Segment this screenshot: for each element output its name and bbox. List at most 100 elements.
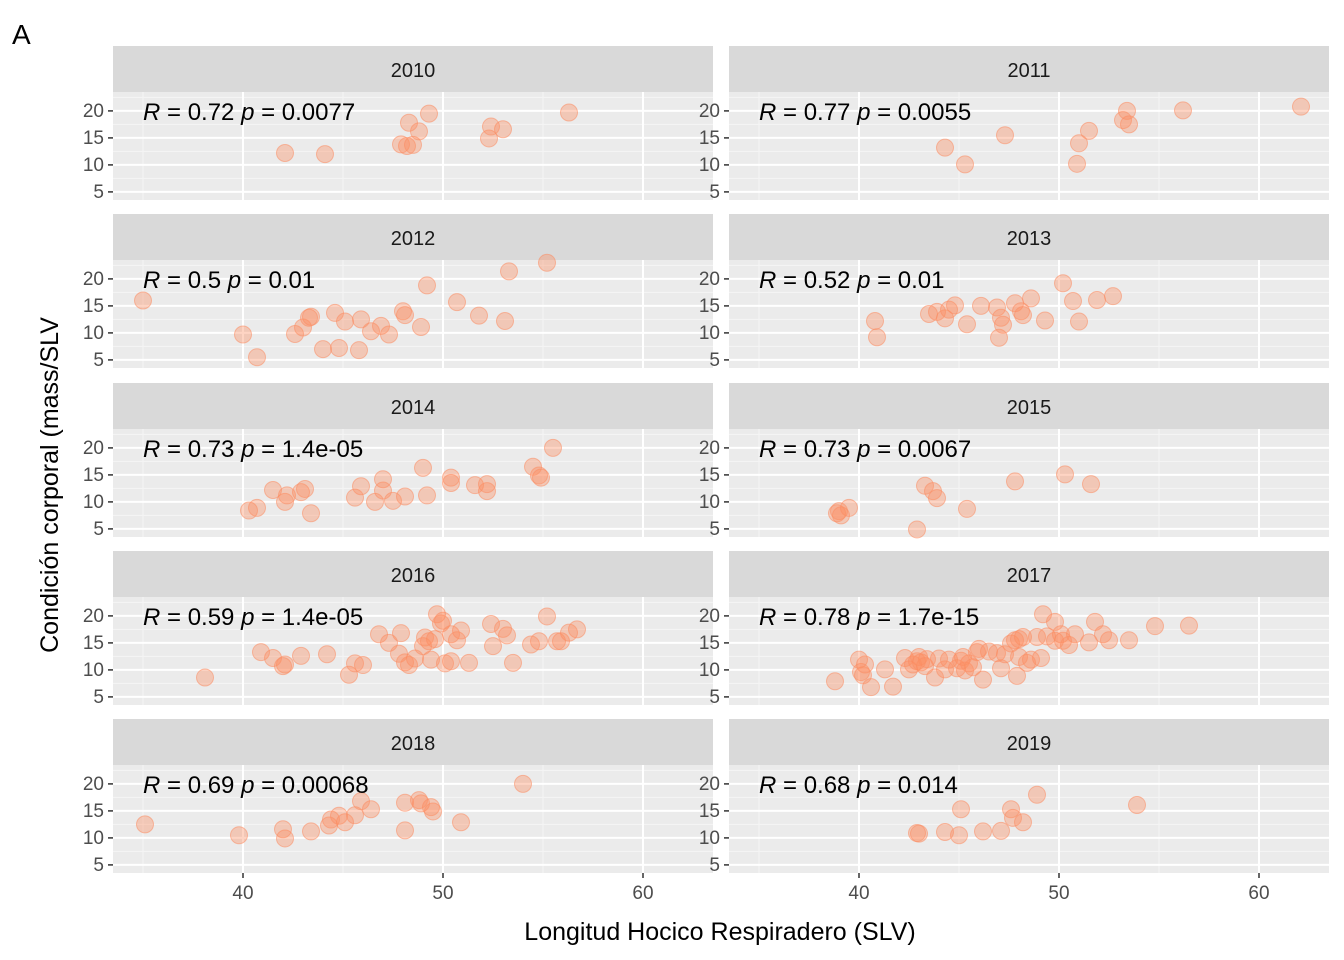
data-point xyxy=(538,253,556,272)
data-point xyxy=(946,296,964,315)
facet-strip-label: 2015 xyxy=(1007,397,1052,419)
data-point xyxy=(930,649,948,668)
data-point xyxy=(498,626,516,645)
data-point xyxy=(318,645,336,664)
data-point xyxy=(876,660,894,679)
correlation-annotation: R = 0.77 p = 0.0055 xyxy=(759,99,971,126)
data-point xyxy=(1056,465,1074,484)
y-tick-label: 15 xyxy=(83,633,104,654)
data-point xyxy=(420,104,438,123)
data-point xyxy=(404,135,422,154)
data-point xyxy=(418,276,436,295)
data-point xyxy=(396,487,414,506)
data-point xyxy=(346,488,364,507)
data-point xyxy=(422,650,440,669)
correlation-annotation: R = 0.69 p = 0.00068 xyxy=(143,772,369,799)
data-point xyxy=(958,499,976,518)
facet-strip-label: 2012 xyxy=(391,228,436,250)
data-point xyxy=(354,656,372,675)
y-tick-label: 5 xyxy=(93,182,104,203)
correlation-annotation: R = 0.68 p = 0.014 xyxy=(759,772,958,799)
y-tick-label: 15 xyxy=(699,128,720,149)
y-tick-label: 10 xyxy=(83,323,104,344)
y-tick-label: 5 xyxy=(93,855,104,876)
y-tick-label: 10 xyxy=(83,155,104,176)
facet-strip xyxy=(729,551,1329,597)
data-point xyxy=(1028,627,1046,646)
y-tick-label: 20 xyxy=(699,269,720,290)
data-point xyxy=(442,474,460,492)
data-point xyxy=(970,639,988,658)
data-point xyxy=(992,821,1010,840)
data-point xyxy=(478,482,496,501)
data-point xyxy=(350,341,368,360)
data-point xyxy=(1100,631,1118,650)
y-tick-label: 15 xyxy=(83,128,104,149)
y-tick-label: 20 xyxy=(699,606,720,627)
y-tick-label: 20 xyxy=(83,269,104,290)
data-point xyxy=(380,325,398,344)
y-tick-label: 5 xyxy=(93,519,104,540)
y-tick-label: 15 xyxy=(83,465,104,486)
data-point xyxy=(972,296,990,315)
data-point xyxy=(248,348,266,367)
data-point xyxy=(988,298,1006,317)
data-point xyxy=(302,504,320,523)
facet-panel-2017: 2017 5 10 15 20 R = 0.78 p = 1.7e-15 xyxy=(699,551,1329,708)
facet-strip xyxy=(113,214,713,260)
facet-strip-label: 2018 xyxy=(391,733,436,755)
data-point xyxy=(868,328,886,347)
data-point xyxy=(248,498,266,517)
facet-panel-2012: 2012 5 10 15 20 R = 0.5 p = 0.01 xyxy=(83,214,713,371)
data-point xyxy=(424,802,442,821)
correlation-annotation: R = 0.59 p = 1.4e-05 xyxy=(143,604,363,631)
data-point xyxy=(530,632,548,651)
y-tick-label: 5 xyxy=(709,182,720,203)
data-point xyxy=(996,126,1014,145)
data-point xyxy=(480,129,498,148)
data-point xyxy=(398,137,416,155)
y-tick-label: 10 xyxy=(83,828,104,849)
y-tick-label: 5 xyxy=(709,350,720,371)
data-point xyxy=(910,824,928,843)
data-point xyxy=(478,475,496,494)
data-point xyxy=(994,315,1012,334)
data-point xyxy=(884,677,902,696)
x-tick-label: 40 xyxy=(848,883,869,904)
data-point xyxy=(448,293,466,312)
y-tick-label: 20 xyxy=(83,774,104,795)
data-point xyxy=(1292,97,1310,116)
data-point xyxy=(414,458,432,477)
data-point xyxy=(538,607,556,626)
data-point xyxy=(504,653,522,672)
data-point xyxy=(1032,649,1050,668)
data-point xyxy=(544,438,562,457)
facet-panel-2019: 2019 5 10 15 20 R = 0.68 p = 0.014 40 50 60 xyxy=(699,719,1329,904)
data-point xyxy=(352,310,370,329)
data-point xyxy=(568,620,586,639)
y-tick-label: 10 xyxy=(699,323,720,344)
data-point xyxy=(1066,625,1084,644)
data-point xyxy=(1064,292,1082,311)
y-tick-label: 15 xyxy=(83,296,104,317)
data-point xyxy=(264,481,282,500)
data-point xyxy=(1118,101,1136,120)
correlation-annotation: R = 0.72 p = 0.0077 xyxy=(143,99,355,126)
facet-panel-2015: 2015 5 10 15 20 R = 0.73 p = 0.0067 xyxy=(699,383,1329,540)
facet-panel-2010: 2010 5 10 15 20 R = 0.72 p = 0.0077 xyxy=(83,46,713,203)
y-tick-label: 10 xyxy=(83,660,104,681)
data-point xyxy=(496,312,514,331)
data-point xyxy=(560,103,578,122)
data-point xyxy=(928,489,946,508)
x-tick-label: 60 xyxy=(632,883,653,904)
data-point xyxy=(336,312,354,331)
data-point xyxy=(336,813,354,832)
y-tick-label: 5 xyxy=(709,855,720,876)
data-point xyxy=(1068,154,1086,173)
data-point xyxy=(470,306,488,325)
data-point xyxy=(234,325,252,344)
y-tick-label: 15 xyxy=(83,801,104,822)
data-point xyxy=(1070,312,1088,331)
data-point xyxy=(974,670,992,689)
